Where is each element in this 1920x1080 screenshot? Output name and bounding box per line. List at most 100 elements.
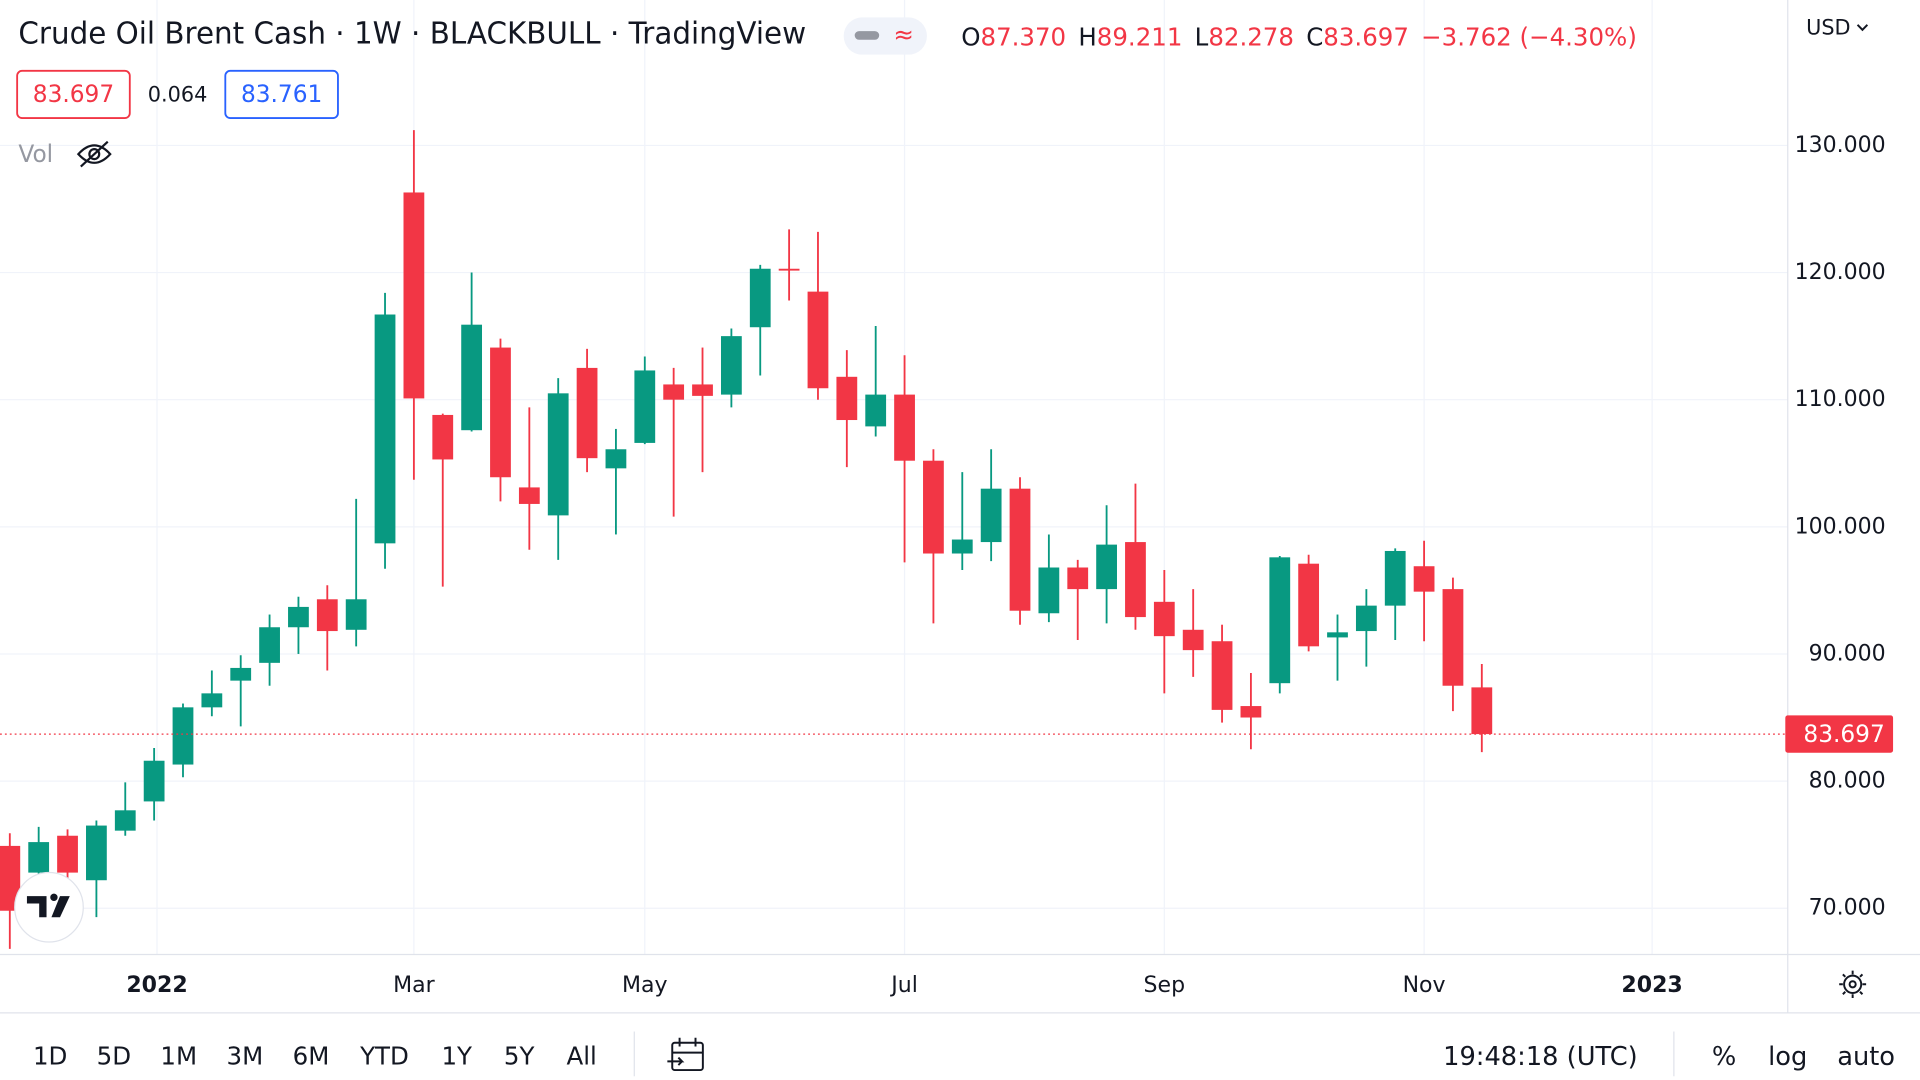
- price-label: 83.697: [1803, 720, 1884, 748]
- candle-body: [403, 192, 425, 399]
- range-button[interactable]: 1M: [160, 1042, 197, 1071]
- candle-body: [1413, 566, 1435, 592]
- ohlc-legend: O87.370 H89.211 L82.278 C83.697 −3.762 (−4.3…: [961, 22, 1637, 51]
- candle-body: [1125, 542, 1146, 618]
- hide-icon[interactable]: [76, 140, 112, 168]
- candle-body: [1211, 641, 1233, 710]
- candle-body: [1240, 706, 1262, 718]
- candle-body: [634, 370, 656, 443]
- candle-body: [172, 707, 194, 765]
- price-tag: 83.697: [0, 715, 1894, 753]
- candles: [0, 130, 1493, 949]
- range-button[interactable]: 6M: [293, 1042, 330, 1071]
- candle-body: [86, 825, 107, 881]
- y-tick-label: 110.000: [1795, 386, 1886, 412]
- indicator-pill[interactable]: ≈: [843, 17, 927, 55]
- price-label-bg: [1785, 715, 1894, 753]
- range-button[interactable]: 3M: [227, 1042, 264, 1071]
- ask: 83.761: [241, 80, 322, 108]
- x-tick-label: Sep: [1144, 972, 1186, 998]
- candle-body: [1067, 567, 1089, 590]
- candle-body: [288, 606, 309, 628]
- y-tick-label: 90.000: [1809, 640, 1886, 666]
- volume-label: Vol: [18, 140, 53, 168]
- candle-body: [692, 384, 713, 396]
- spread: 0.064: [148, 83, 208, 107]
- candle-body: [143, 760, 165, 802]
- range-button[interactable]: 1D: [33, 1042, 67, 1071]
- candle-body: [605, 449, 627, 469]
- candle-body: [0, 845, 21, 911]
- range-button[interactable]: 1Y: [441, 1042, 472, 1071]
- svg-text:≈: ≈: [893, 20, 914, 49]
- range-button[interactable]: YTD: [359, 1042, 409, 1071]
- candle-body: [663, 384, 685, 400]
- candle-body: [980, 488, 1002, 543]
- candle-body: [1355, 605, 1377, 632]
- candle-body: [374, 314, 396, 544]
- candle-body: [1471, 687, 1493, 735]
- candle-body: [345, 599, 367, 630]
- candle-body: [894, 394, 915, 461]
- chart-title: Crude Oil Brent Cash · 1W · BLACKBULL · …: [18, 16, 806, 50]
- candle-body: [1298, 563, 1320, 647]
- candle-body: [28, 842, 50, 873]
- candle-body: [923, 460, 944, 554]
- x-tick-label: 2022: [126, 972, 187, 998]
- x-tick-label: Jul: [889, 972, 918, 998]
- x-tick-label: Nov: [1403, 972, 1446, 998]
- candle-body: [576, 367, 598, 459]
- candle-body: [836, 376, 858, 421]
- range-button[interactable]: All: [566, 1042, 596, 1071]
- candle-body: [1096, 544, 1117, 590]
- candle-body: [1038, 567, 1060, 614]
- candle-body: [1153, 601, 1175, 637]
- candle-body: [1269, 557, 1291, 684]
- bid: 83.697: [33, 80, 114, 108]
- candle-body: [201, 693, 223, 708]
- ask-box[interactable]: [224, 69, 339, 119]
- candle-body: [807, 291, 829, 389]
- candle-body: [749, 268, 771, 328]
- currency-chevron[interactable]: [1856, 24, 1869, 32]
- clock[interactable]: 19:48:18 (UTC): [1443, 1042, 1638, 1072]
- candle-body: [951, 539, 973, 554]
- currency-label[interactable]: USD: [1806, 15, 1850, 39]
- candle-body: [230, 667, 252, 681]
- y-tick-label: 80.000: [1809, 767, 1886, 793]
- y-tick-label: 70.000: [1809, 895, 1886, 921]
- candle-body: [720, 336, 742, 395]
- settings-icon[interactable]: [1839, 970, 1867, 998]
- scale-option[interactable]: auto: [1837, 1042, 1895, 1072]
- date-range-icon[interactable]: [667, 1037, 704, 1072]
- candle-body: [1009, 488, 1031, 611]
- range-button[interactable]: 5Y: [504, 1042, 535, 1071]
- x-tick-label: Mar: [393, 972, 435, 998]
- y-tick-label: 130.000: [1795, 132, 1886, 158]
- y-tick-label: 120.000: [1795, 259, 1886, 285]
- candle-body: [1327, 632, 1348, 638]
- candle-body: [316, 599, 338, 632]
- candle-body: [865, 394, 887, 427]
- y-tick-label: 100.000: [1795, 513, 1886, 539]
- x-tick-label: May: [622, 972, 668, 998]
- range-button[interactable]: 5D: [97, 1042, 131, 1071]
- candle-body: [778, 268, 800, 271]
- candle-body: [259, 627, 280, 663]
- candle-body: [57, 835, 78, 873]
- candle-body: [547, 393, 569, 516]
- candle-body: [518, 487, 540, 504]
- x-tick-label: 2023: [1621, 972, 1682, 998]
- candle-body: [1384, 550, 1406, 606]
- scale-option[interactable]: log: [1768, 1042, 1807, 1072]
- bid-box[interactable]: [16, 69, 131, 119]
- candle-body: [1442, 589, 1464, 686]
- candle-body: [461, 324, 483, 431]
- logo[interactable]: [14, 871, 84, 943]
- candle-body: [114, 810, 136, 831]
- scale-option[interactable]: %: [1712, 1042, 1736, 1072]
- candle-body: [490, 347, 511, 478]
- candle-body: [1182, 629, 1204, 651]
- candle-body: [432, 414, 454, 460]
